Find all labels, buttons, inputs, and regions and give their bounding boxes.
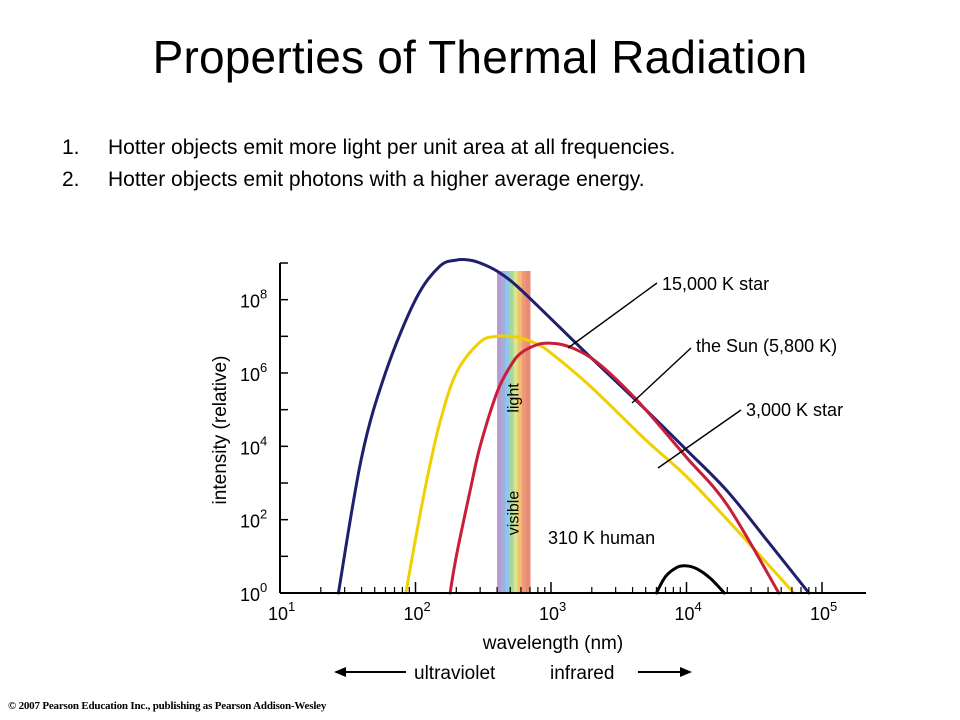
legend-label-sun: the Sun (5,800 K) bbox=[696, 336, 837, 356]
ultraviolet-label: ultraviolet bbox=[414, 663, 496, 684]
y-tick-label: 104 bbox=[240, 433, 267, 458]
x-tick-label: 102 bbox=[404, 599, 431, 624]
leader-line bbox=[631, 347, 692, 404]
visible-band-label: visible bbox=[506, 491, 523, 536]
visible-band-stripe bbox=[497, 271, 502, 593]
legend-label-human: 310 K human bbox=[548, 528, 655, 548]
bullet-item: 1. Hotter objects emit more light per un… bbox=[62, 132, 675, 164]
x-tick-label: 105 bbox=[810, 599, 837, 624]
bullet-text: Hotter objects emit more light per unit … bbox=[108, 136, 676, 159]
x-tick-label: 104 bbox=[675, 599, 702, 624]
y-tick-label: 106 bbox=[240, 360, 267, 385]
bullet-list: 1. Hotter objects emit more light per un… bbox=[62, 132, 675, 196]
leader-line bbox=[657, 409, 742, 469]
y-tick-label: 102 bbox=[240, 507, 267, 532]
y-tick-label: 100 bbox=[240, 580, 267, 605]
y-axis-title: intensity (relative) bbox=[210, 356, 231, 505]
visible-band-stripe bbox=[517, 271, 523, 593]
visible-band-stripe bbox=[525, 271, 531, 593]
visible-band-stripe bbox=[509, 271, 515, 593]
visible-band-label: light bbox=[506, 383, 523, 413]
bullet-number: 1. bbox=[62, 136, 80, 159]
visible-band-stripe bbox=[501, 271, 506, 593]
bullet-text: Hotter objects emit photons with a highe… bbox=[108, 168, 645, 191]
series-line-3000k-star bbox=[448, 341, 781, 595]
y-tick-label: 108 bbox=[240, 287, 267, 312]
series-line-human bbox=[654, 564, 726, 595]
legend-label-3000k-star: 3,000 K star bbox=[746, 400, 843, 420]
x-tick-label: 101 bbox=[268, 599, 295, 624]
visible-band-stripe bbox=[521, 271, 527, 593]
series-line-sun bbox=[404, 334, 796, 595]
x-axis-title: wavelength (nm) bbox=[482, 633, 623, 654]
infrared-label: infrared bbox=[550, 663, 614, 684]
legend-label-15000k-star: 15,000 K star bbox=[662, 274, 769, 294]
page-title: Properties of Thermal Radiation bbox=[152, 31, 808, 83]
visible-band-stripe bbox=[505, 271, 510, 593]
series-line-15000k-star bbox=[336, 257, 811, 595]
copyright-notice: © 2007 Pearson Education Inc., publishin… bbox=[8, 700, 327, 712]
bullet-number: 2. bbox=[62, 168, 80, 191]
visible-band-stripe bbox=[513, 271, 519, 593]
bullet-item: 2. Hotter objects emit photons with a hi… bbox=[62, 164, 675, 196]
x-tick-label: 103 bbox=[539, 599, 566, 624]
leader-line bbox=[567, 282, 658, 349]
